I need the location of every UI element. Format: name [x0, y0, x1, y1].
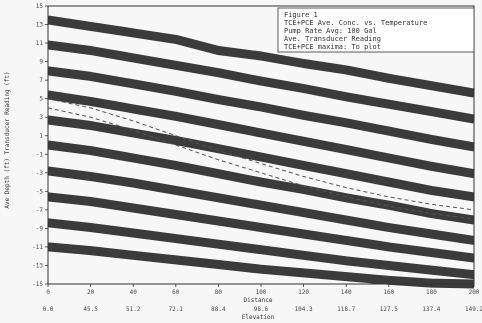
legend-entry: Ave. Transducer Reading [284, 35, 381, 43]
legend-entry: Pump Rate Avg: 100 Gal [284, 27, 377, 35]
x-tick-label: 200 [469, 289, 480, 296]
chart-title: Figure 1 [284, 11, 318, 19]
series-line-6 [47, 140, 475, 225]
y-tick-label: 3 [39, 114, 43, 121]
x2-tick-label: 127.5 [380, 306, 398, 313]
x-axis-label: Distance [244, 297, 273, 304]
dashed-series-line-1 [47, 98, 475, 211]
x2-tick-label: 51.2 [126, 306, 141, 313]
dashed-series-layer [47, 98, 475, 220]
axes: 15 13 11 9 7 5 3 1 -1 -3 -5 -7 -9 -11 -13 -150 20 40 60 80 1… [32, 3, 482, 313]
y-tick-label: -11 [32, 244, 43, 251]
series-line-3 [47, 66, 475, 152]
y-tick-label: -3 [36, 170, 44, 177]
y-tick-label: 7 [39, 77, 43, 84]
x2-tick-label: 104.3 [295, 306, 313, 313]
x2-tick-label: 137.4 [422, 306, 440, 313]
y-tick-label: 1 [39, 133, 43, 140]
x2-tick-label: 149.2 [465, 306, 482, 313]
dashed-series-line-2 [47, 107, 475, 220]
y-tick-label: -5 [36, 188, 44, 195]
legend-box [277, 7, 475, 53]
y-tick-label: 11 [36, 40, 44, 47]
y-tick-label: 15 [36, 3, 44, 10]
x-tick-label: 20 [87, 289, 95, 296]
plot-area [47, 15, 475, 289]
x-tick-label: 0 [46, 289, 50, 296]
x2-tick-label: 0.0 [43, 306, 54, 313]
x-tick-label: 160 [383, 289, 394, 296]
x-tick-label: 40 [130, 289, 138, 296]
x2-tick-label: 45.5 [83, 306, 98, 313]
x-tick-label: 80 [215, 289, 223, 296]
y-tick-label: -7 [36, 207, 44, 214]
legend-entry: TCE+PCE Ave. Conc. vs. Temperature [284, 19, 427, 27]
series-line-5 [47, 115, 475, 202]
x2-tick-label: 98.6 [254, 306, 269, 313]
legend-entry: TCE+PCE maxima: To plot [284, 43, 381, 51]
series-line-8 [47, 192, 475, 263]
x-tick-label: 60 [172, 289, 180, 296]
y-tick-label: -15 [32, 281, 43, 288]
x-tick-label: 120 [298, 289, 309, 296]
y-tick-label: -13 [32, 262, 43, 269]
y-tick-label: 5 [39, 96, 43, 103]
y-tick-label: 9 [39, 59, 43, 66]
series-line-9 [47, 218, 475, 280]
series-line-4 [47, 90, 475, 179]
x2-axis-label: Elevation [242, 314, 275, 321]
x-tick-label: 180 [426, 289, 437, 296]
x-tick-label: 140 [341, 289, 352, 296]
x-tick-label: 100 [256, 289, 267, 296]
series-line-1 [47, 15, 475, 98]
x2-tick-label: 72.1 [169, 306, 184, 313]
y-tick-label: 13 [36, 22, 44, 29]
series-line-7 [47, 166, 475, 245]
x2-tick-label: 88.4 [211, 306, 226, 313]
x2-tick-label: 118.7 [337, 306, 355, 313]
y-tick-label: -1 [36, 151, 44, 158]
series-line-10 [47, 242, 475, 289]
y-tick-label: -9 [36, 225, 44, 232]
series-line-2 [47, 40, 475, 124]
y-axis-label: Ave Depth (ft) Transducer Reading (ft) [4, 71, 11, 208]
